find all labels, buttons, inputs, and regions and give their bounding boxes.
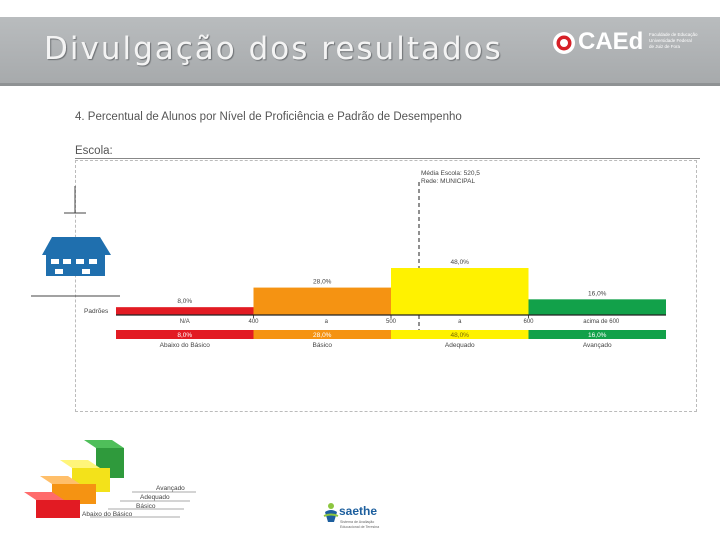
legend-strip-below-basic <box>116 330 254 339</box>
stair-label-advanced: Avançado <box>156 485 185 492</box>
school-underline <box>75 158 700 159</box>
row-label-padroes: Padrões <box>84 308 109 315</box>
bar-advanced <box>528 299 666 315</box>
mean-annotation-line2: Rede: MUNICIPAL <box>421 178 475 185</box>
section-title: 4. Percentual de Alunos por Nível de Pro… <box>75 111 462 123</box>
bar-value-label-adequate: 48,0% <box>451 259 470 266</box>
range-label-6: acima de 600 <box>583 319 620 325</box>
bar-basic <box>253 287 391 315</box>
saethe-logo: saethe Sistema de Avaliação Educacional … <box>322 500 392 534</box>
caed-logo-mark-icon <box>553 32 575 54</box>
saethe-logo-text: saethe <box>339 504 378 518</box>
legend-percent-advanced: 16,0% <box>588 332 607 339</box>
range-labels-group: N/A 400 a 500 a 600 acima de 600 <box>180 315 620 325</box>
stair-basic <box>40 476 96 504</box>
stair-label-adequate: Adequado <box>140 494 170 501</box>
legend-name-advanced: Avançado <box>583 342 612 349</box>
levels-staircase: Avançado Adequado Básico Abaixo do Básic… <box>24 440 196 518</box>
caed-logo: CAEd Faculdade de Educação Universidade … <box>552 28 712 71</box>
stair-below-basic <box>24 492 80 518</box>
bar-value-label-basic: 28,0% <box>313 279 332 286</box>
page-title: Divulgação dos resultados <box>44 31 503 67</box>
range-label-0: N/A <box>180 319 190 325</box>
saethe-logo-subtitle: Sistema de Avaliação Educacional de Tere… <box>340 520 380 529</box>
bars-group <box>116 268 666 315</box>
saethe-logo-mark-icon <box>323 503 339 522</box>
caed-logo-text: CAEd <box>578 28 644 55</box>
bar-value-label-below-basic: 8,0% <box>177 298 192 305</box>
school-icon <box>31 186 120 297</box>
bar-labels-group: 8,0% 28,0% 48,0% 16,0% <box>177 259 606 305</box>
chart-panel <box>75 160 697 412</box>
caed-logo-subtitle: Faculdade de Educação Universidade Feder… <box>649 32 698 49</box>
range-label-2: a <box>325 319 329 325</box>
mean-annotation-line1: Média Escola: 520,5 <box>421 170 480 177</box>
legend-strip-adequate <box>391 330 529 339</box>
legend-name-below-basic: Abaixo do Básico <box>160 342 211 349</box>
legend-strip-advanced <box>528 330 666 339</box>
legend-name-adequate: Adequado <box>445 342 475 349</box>
legend-strip-basic <box>253 330 391 339</box>
stair-label-basic: Básico <box>136 503 156 510</box>
header-bar: Divulgação dos resultados CAEd Faculdade… <box>0 17 720 86</box>
legend-percent-below-basic: 8,0% <box>177 332 192 339</box>
range-label-1: 400 <box>248 319 259 325</box>
range-label-5: 600 <box>523 319 534 325</box>
range-label-4: a <box>458 319 462 325</box>
bar-below-basic <box>116 307 254 315</box>
bar-adequate <box>391 268 529 315</box>
legend-percent-adequate: 48,0% <box>451 332 470 339</box>
legend-name-basic: Básico <box>312 342 332 349</box>
bar-value-label-advanced: 16,0% <box>588 290 607 297</box>
level-legend-row: 8,0% Abaixo do Básico 28,0% Básico 48,0% Adeq… <box>116 330 666 349</box>
stair-label-below-basic: Abaixo do Básico <box>82 511 133 518</box>
school-label: Escola: <box>75 145 113 157</box>
legend-percent-basic: 28,0% <box>313 332 332 339</box>
range-label-3: 500 <box>386 319 397 325</box>
